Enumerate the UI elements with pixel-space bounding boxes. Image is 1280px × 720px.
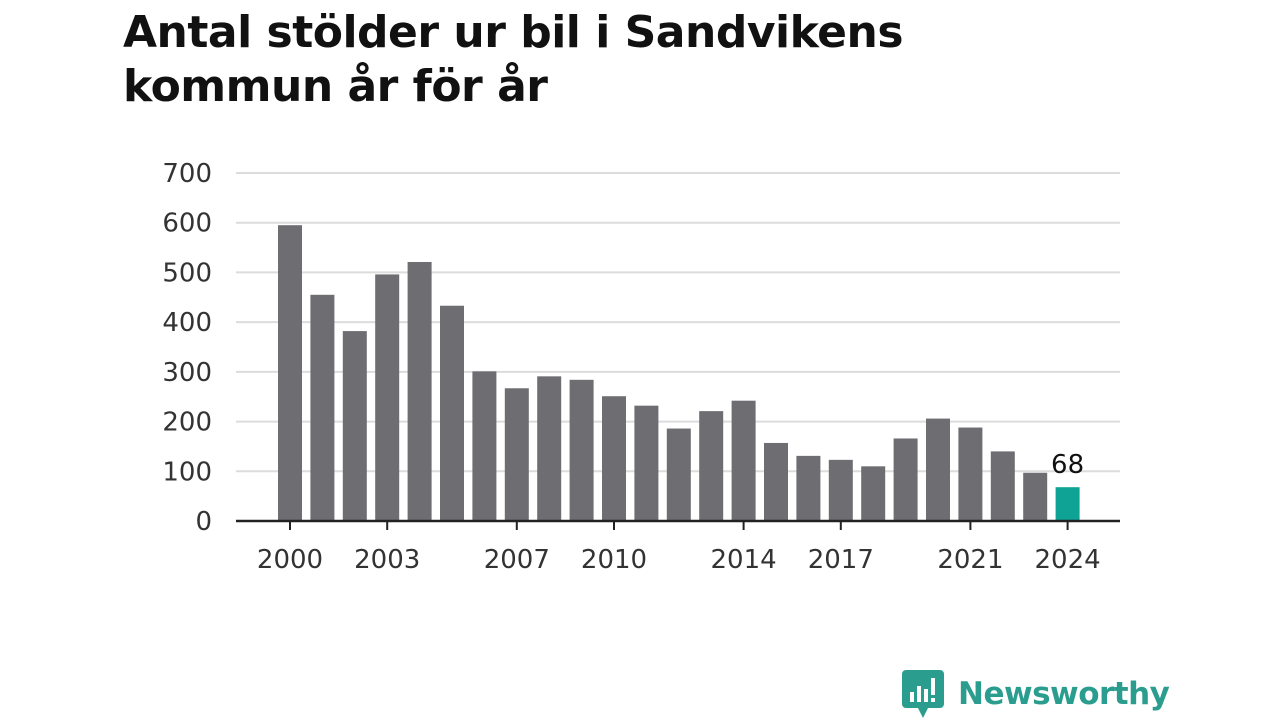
bar [731, 400, 756, 521]
bar [537, 376, 562, 521]
chart-title-line-2: kommun år för år [123, 61, 548, 112]
bar [893, 438, 918, 521]
bar [796, 455, 821, 521]
x-tick-label: 2021 [937, 545, 1003, 575]
brand-logo: Newsworthy [902, 670, 1170, 718]
brand-name: Newsworthy [958, 676, 1170, 712]
y-tick-label: 500 [162, 258, 212, 288]
bar [990, 451, 1015, 521]
x-tick-label: 2017 [808, 545, 874, 575]
bar [926, 418, 950, 521]
bar [958, 427, 983, 521]
y-tick-label: 400 [162, 308, 212, 338]
chart-title: Antal stölder ur bil i Sandvikens kommun… [123, 6, 1023, 114]
bar [666, 428, 691, 521]
y-tick-label: 0 [195, 507, 212, 537]
bar [634, 405, 659, 521]
data-label: 68 [1051, 450, 1084, 480]
x-tick-label: 2003 [354, 545, 420, 575]
x-tick-label: 2010 [581, 545, 647, 575]
y-tick-label: 600 [162, 209, 212, 239]
bar [375, 274, 400, 521]
bar [602, 396, 626, 521]
bar [699, 411, 724, 521]
y-tick-label: 100 [162, 457, 212, 487]
bar [1023, 472, 1048, 521]
x-tick-label: 2024 [1035, 545, 1101, 575]
bar [310, 294, 335, 521]
newsworthy-logo-icon [902, 670, 944, 718]
x-tick-label: 2007 [484, 545, 550, 575]
bar [828, 459, 853, 521]
bar [440, 305, 464, 521]
chart-title-line-1: Antal stölder ur bil i Sandvikens [123, 7, 904, 58]
bar-chart: 0 100 200 300 400 500 600 700 68 2000 2003 2007 2010… [162, 159, 1120, 575]
x-tick-label: 2014 [711, 545, 777, 575]
bar [569, 379, 594, 521]
bar [472, 371, 497, 521]
bar [1055, 487, 1080, 521]
bar [764, 442, 788, 521]
bar [504, 388, 529, 521]
bar [342, 331, 367, 521]
bar [278, 225, 302, 521]
y-tick-label: 300 [162, 358, 212, 388]
bar [407, 261, 432, 521]
y-tick-label: 700 [162, 159, 212, 189]
bar [861, 466, 886, 521]
x-tick-label: 2000 [257, 545, 323, 575]
y-tick-label: 200 [162, 408, 212, 438]
